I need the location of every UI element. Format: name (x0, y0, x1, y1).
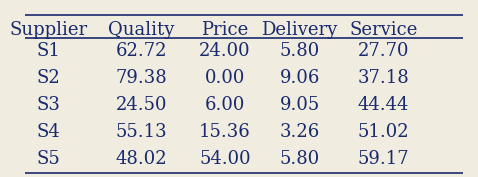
Text: 5.80: 5.80 (280, 150, 320, 169)
Text: Price: Price (201, 21, 249, 39)
Text: Supplier: Supplier (9, 21, 87, 39)
Text: 51.02: 51.02 (358, 124, 409, 141)
Text: Delivery: Delivery (261, 21, 338, 39)
Text: 3.26: 3.26 (280, 124, 320, 141)
Text: 55.13: 55.13 (115, 124, 167, 141)
Text: S3: S3 (36, 96, 60, 115)
Text: 44.44: 44.44 (358, 96, 409, 115)
Text: S1: S1 (36, 42, 60, 61)
Text: 24.00: 24.00 (199, 42, 251, 61)
Text: 5.80: 5.80 (280, 42, 320, 61)
Text: S5: S5 (36, 150, 60, 169)
Text: 79.38: 79.38 (115, 70, 167, 87)
Text: 24.50: 24.50 (116, 96, 167, 115)
Text: 15.36: 15.36 (199, 124, 251, 141)
Text: 37.18: 37.18 (358, 70, 409, 87)
Text: 48.02: 48.02 (115, 150, 167, 169)
Text: Quality: Quality (108, 21, 174, 39)
Text: 54.00: 54.00 (199, 150, 251, 169)
Text: 62.72: 62.72 (116, 42, 167, 61)
Text: 9.06: 9.06 (280, 70, 320, 87)
Text: S2: S2 (36, 70, 60, 87)
Text: 27.70: 27.70 (358, 42, 409, 61)
Text: 0.00: 0.00 (205, 70, 245, 87)
Text: S4: S4 (36, 124, 60, 141)
Text: 9.05: 9.05 (280, 96, 320, 115)
Text: 59.17: 59.17 (358, 150, 409, 169)
Text: 6.00: 6.00 (205, 96, 245, 115)
Text: Service: Service (349, 21, 418, 39)
